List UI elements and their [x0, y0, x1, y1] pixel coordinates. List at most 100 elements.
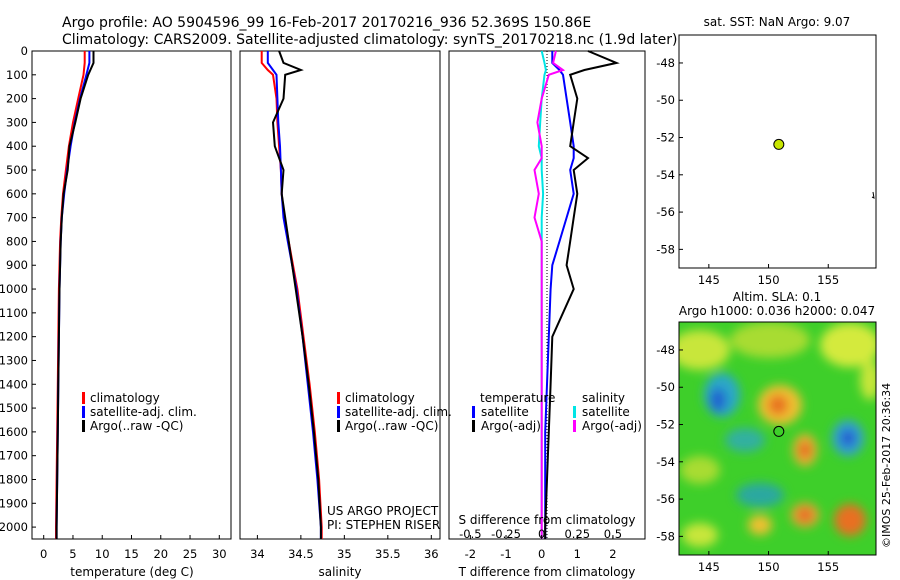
sla-heatmap	[679, 322, 876, 555]
legend-label-satellite: satellite-adj. clim.	[90, 405, 197, 419]
imos-timestamp: ©IMOS 25-Feb-2017 20:36:34	[880, 383, 893, 548]
legend-label-t-satellite: satellite	[481, 405, 529, 419]
sst-map-axes: 145 150 155 -48 -50 -52 -54 -56 -58	[656, 56, 839, 287]
temperature-legend: climatology satellite-adj. clim. Argo(..…	[82, 391, 197, 433]
x-tick-label: 20	[153, 547, 168, 561]
depth-tick-label: 1400	[0, 377, 28, 391]
legend-title-salinity: salinity	[582, 391, 625, 405]
s-tick-label: 0.5	[604, 527, 622, 541]
legend-swatch-satellite	[337, 406, 340, 418]
map-x-tick-label: 145	[698, 273, 720, 287]
x-tick-label: 36	[424, 547, 439, 561]
x-tick-label: 35.5	[375, 547, 401, 561]
salinity-x-label: salinity	[318, 565, 361, 579]
legend-label-s-argo: Argo(-adj)	[582, 419, 642, 433]
x-tick-label: -1	[500, 547, 511, 561]
difference-lines	[533, 50, 620, 539]
x-tick-label: -2	[465, 547, 476, 561]
sla-map-title-2: Argo h1000: 0.036 h2000: 0.047	[679, 304, 875, 318]
depth-tick-label: 1200	[0, 330, 28, 344]
s-tick-label: -0.5	[459, 527, 481, 541]
difference-legend: temperature satellite Argo(-adj) salinit…	[472, 391, 642, 433]
depth-tick-label: 1800	[0, 472, 28, 486]
x-tick-label: 2	[609, 547, 616, 561]
map-y-tick-label: -54	[656, 455, 675, 469]
depth-tick-label: 1100	[0, 306, 28, 320]
map-y-tick-label: -50	[656, 380, 675, 394]
legend-label-climatology: climatology	[345, 391, 415, 405]
temperature-panel-frame	[31, 50, 232, 540]
series-line-temperature-argo-adj-	[544, 50, 620, 539]
legend-swatch-t-satellite	[472, 406, 475, 418]
x-tick-label: 0	[538, 547, 545, 561]
depth-tick-label: 1300	[0, 353, 28, 367]
depth-tick-label: 2000	[0, 520, 28, 534]
x-tick-label: 0	[40, 547, 47, 561]
depth-tick-label: 400	[6, 139, 28, 153]
legend-swatch-argo	[82, 420, 85, 432]
legend-title-temperature: temperature	[480, 391, 555, 405]
map-y-tick-label: -48	[656, 343, 675, 357]
s-tick-label: 0	[538, 527, 545, 541]
series-line-salinity-argo-adj-	[533, 50, 566, 539]
depth-tick-label: 200	[6, 92, 28, 106]
map-y-tick-label: -56	[656, 492, 675, 506]
x-tick-label: 34	[250, 547, 265, 561]
legend-swatch-satellite	[82, 406, 85, 418]
x-tick-label: 10	[95, 547, 110, 561]
depth-tick-label: 300	[6, 115, 28, 129]
depth-tick-label: 1600	[0, 425, 28, 439]
map-y-tick-label: -48	[656, 56, 675, 70]
s-tick-label: 0.25	[564, 527, 590, 541]
sla-map-frame	[678, 321, 877, 556]
argo-location-marker	[773, 138, 785, 150]
map-x-tick-label: 155	[817, 273, 839, 287]
depth-tick-label: 600	[6, 187, 28, 201]
temperature-lines	[55, 51, 95, 539]
x-tick-label: 1	[574, 547, 581, 561]
legend-label-climatology: climatology	[90, 391, 160, 405]
legend-label-t-argo: Argo(-adj)	[481, 419, 541, 433]
legend-swatch-argo	[337, 420, 340, 432]
depth-tick-label: 0	[21, 44, 28, 58]
legend-swatch-s-argo	[573, 420, 576, 432]
depth-tick-label: 800	[6, 234, 28, 248]
depth-tick-label: 100	[6, 68, 28, 82]
x-tick-label: 5	[69, 547, 76, 561]
legend-swatch-climatology	[337, 392, 340, 404]
credit-project: US ARGO PROJECT	[327, 504, 439, 518]
series-line-temperature-satellite	[544, 51, 575, 539]
x-tick-label: 15	[124, 547, 139, 561]
difference-x-axis: -2 -1 0 1 2 -0.5 -0.25 0 0.25 0.5	[459, 527, 622, 561]
map-y-tick-label: -58	[656, 529, 675, 543]
map-y-tick-label: -58	[656, 242, 675, 256]
salinity-panel-frame	[239, 50, 441, 540]
sst-map-title: sat. SST: NaN Argo: 9.07	[704, 15, 851, 29]
depth-tick-label: 500	[6, 163, 28, 177]
series-line-satellite-adj-clim-	[266, 51, 322, 539]
salinity-x-axis: 34 34.5 35 35.5 36	[250, 535, 439, 561]
depth-tick-label: 1000	[0, 282, 28, 296]
legend-swatch-climatology	[82, 392, 85, 404]
depth-tick-label: 700	[6, 211, 28, 225]
legend-label-argo: Argo(..raw -QC)	[345, 419, 438, 433]
map-x-tick-label: 150	[758, 560, 780, 574]
map-x-tick-label: 145	[698, 560, 720, 574]
argo-location-marker-sla	[773, 425, 785, 437]
depth-tick-label: 1500	[0, 401, 28, 415]
x-tick-label: 30	[212, 547, 227, 561]
series-line-climatology	[260, 51, 323, 539]
map-y-tick-label: -56	[656, 205, 675, 219]
temperature-x-label: temperature (deg C)	[70, 565, 193, 579]
series-line-argo-raw-qc-	[271, 50, 322, 539]
salinity-lines	[260, 50, 323, 539]
depth-tick-label: 1900	[0, 496, 28, 510]
s-tick-label: -0.25	[491, 527, 521, 541]
title-line-2: Climatology: CARS2009. Satellite-adjuste…	[62, 32, 677, 48]
salinity-legend: climatology satellite-adj. clim. Argo(..…	[337, 391, 452, 433]
depth-tick-label: 1700	[0, 449, 28, 463]
map-x-tick-label: 150	[758, 273, 780, 287]
sst-map-frame	[678, 34, 877, 269]
legend-swatch-t-argo	[472, 420, 475, 432]
